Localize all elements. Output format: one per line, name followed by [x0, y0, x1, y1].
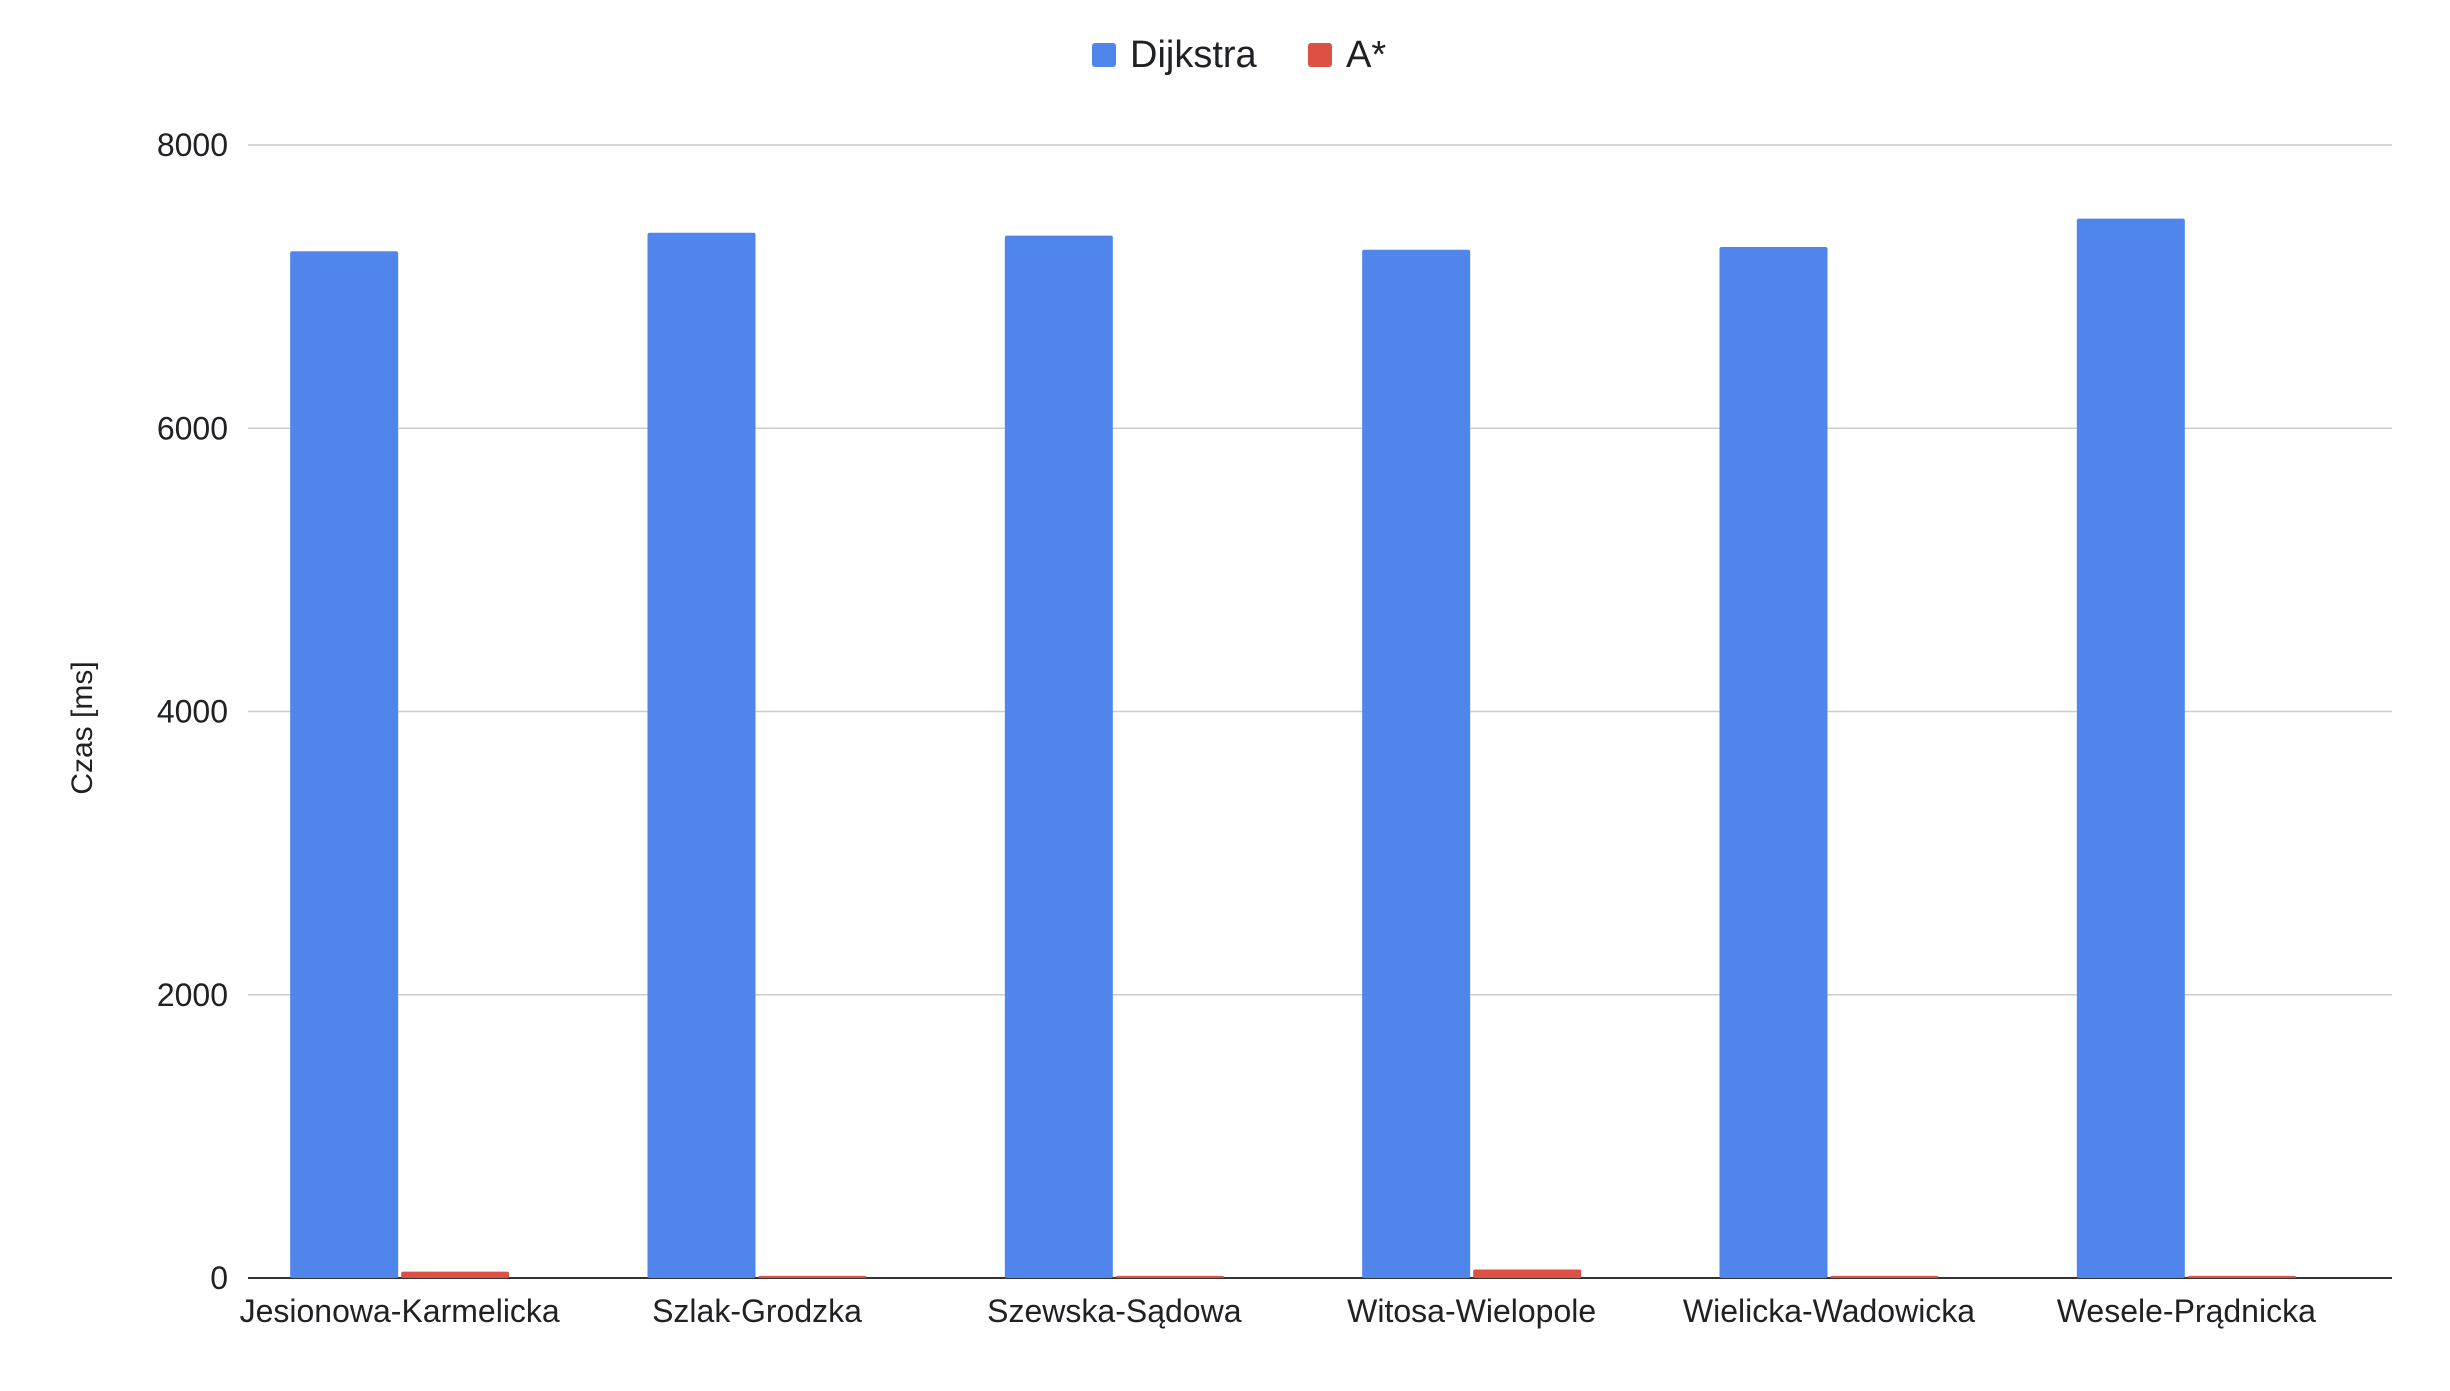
bar-astar	[758, 1275, 867, 1278]
bar-dijkstra	[1362, 249, 1471, 1279]
legend-label: A*	[1346, 34, 1386, 76]
x-category-label: Szlak-Grodzka	[652, 1293, 862, 1329]
y-tick-label: 8000	[157, 127, 228, 163]
legend-swatch	[1092, 43, 1116, 67]
y-axis-title: Czas [ms]	[66, 661, 99, 794]
bar-astar	[1473, 1269, 1582, 1278]
bar-dijkstra	[290, 251, 399, 1278]
legend-label: Dijkstra	[1130, 34, 1258, 76]
x-category-label: Jesionowa-Karmelicka	[240, 1293, 560, 1329]
bar-astar	[2187, 1275, 2296, 1278]
bar-dijkstra	[1004, 235, 1113, 1278]
bar-astar	[1830, 1275, 1939, 1278]
bar-dijkstra	[2076, 218, 2185, 1278]
bar-astar	[1115, 1275, 1224, 1278]
gridlines	[248, 144, 2392, 1279]
legend: Dijkstra A*	[1092, 34, 1386, 76]
y-tick-label: 2000	[157, 977, 228, 1013]
y-tick-label: 4000	[157, 694, 228, 730]
y-tick-label: 0	[210, 1260, 228, 1296]
bar-dijkstra	[647, 232, 756, 1278]
x-category-label: Szewska-Sądowa	[987, 1293, 1242, 1329]
x-category-label: Wesele-Prądnicka	[2057, 1293, 2316, 1329]
bar-dijkstra	[1719, 246, 1828, 1279]
x-category-label: Wielicka-Wadowicka	[1683, 1293, 1975, 1329]
bars	[290, 218, 2296, 1279]
bar-astar	[401, 1271, 510, 1278]
x-category-label: Witosa-Wielopole	[1347, 1293, 1596, 1329]
y-axis-ticks: 0 2000 4000 6000 8000	[157, 127, 228, 1296]
x-axis-labels: Jesionowa-Karmelicka Szlak-Grodzka Szewska…	[240, 1293, 2316, 1329]
legend-swatch	[1308, 43, 1332, 67]
y-tick-label: 6000	[157, 410, 228, 446]
